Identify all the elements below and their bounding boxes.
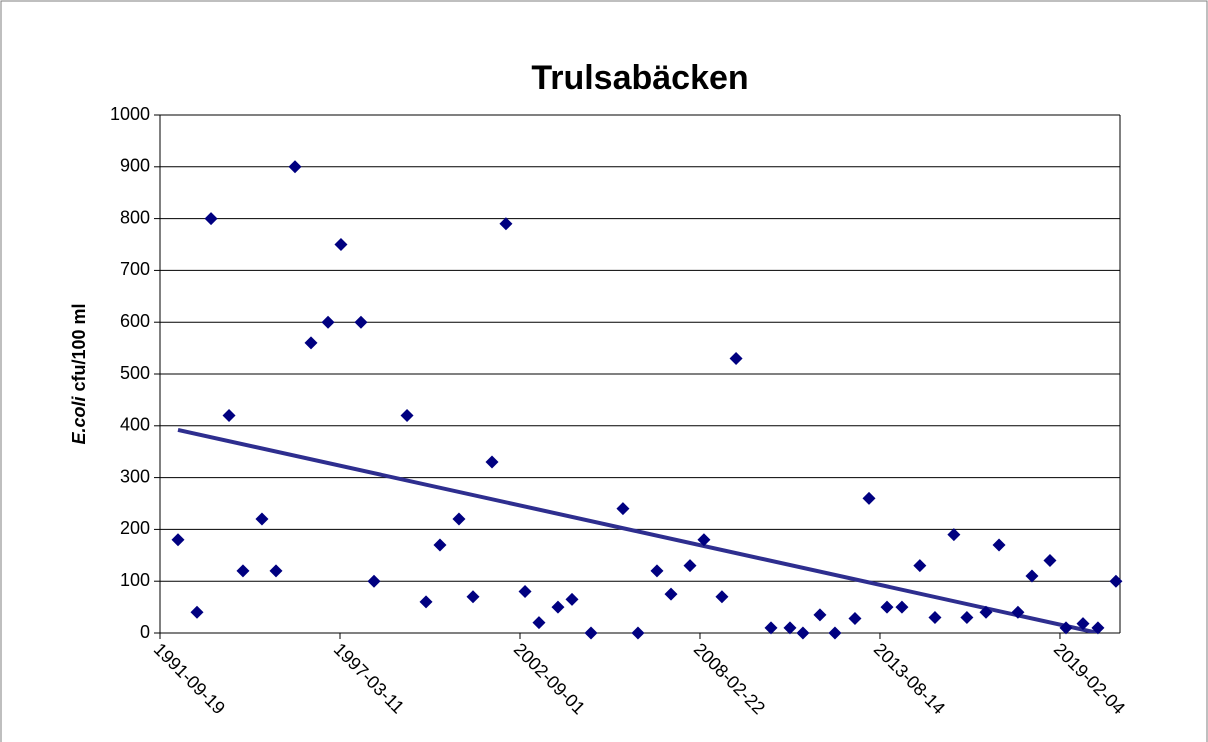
data-point [848,611,862,625]
trend-line [177,427,1099,633]
data-point [565,592,579,606]
data-point [304,336,318,350]
data-point [650,564,664,578]
data-point [664,587,678,601]
y-tick-label: 800 [120,207,150,227]
data-point [979,605,993,619]
data-point [813,608,827,622]
data-point [584,626,598,640]
data-point [697,533,711,547]
data-point [715,590,729,604]
data-point [532,616,546,630]
data-point [269,564,283,578]
data-point [222,408,236,422]
data-point [729,351,743,365]
data-point [828,626,842,640]
data-point [485,455,499,469]
y-tick-label: 400 [120,415,150,435]
chart-title: Trulsabäcken [531,59,748,97]
data-point [452,512,466,526]
data-point [171,533,185,547]
data-point [960,610,974,624]
y-axis-label: E.coli cfu/100 ml [69,303,89,444]
data-point [334,238,348,251]
data-point [913,559,927,573]
y-tick-label: 600 [120,311,150,331]
data-point [992,538,1006,552]
data-point [616,502,630,516]
data-point [880,600,894,614]
data-point [1076,617,1090,631]
data-point [1059,621,1073,635]
data-point [1109,574,1123,588]
data-point [518,585,532,599]
data-point [255,512,269,526]
data-point [236,564,250,578]
data-point [433,538,447,552]
data-point [367,574,381,588]
y-tick-label: 300 [120,466,150,486]
data-point [321,315,335,329]
data-point [400,408,414,422]
data-point [683,559,697,573]
data-point [1043,553,1057,567]
data-point [204,212,218,226]
data-point [783,621,797,635]
data-point [288,160,302,174]
data-point [1011,605,1025,619]
data-point [1025,569,1039,583]
data-point [947,528,961,542]
y-tick-label: 700 [120,259,150,279]
data-point [354,315,368,329]
data-point [928,610,942,624]
y-tick-label: 100 [120,570,150,590]
data-point [1091,621,1105,635]
data-point [895,600,909,614]
data-point [551,600,565,614]
y-tick-label: 200 [120,518,150,538]
data-point [631,626,645,640]
y-tick-label: 500 [120,363,150,383]
data-point [796,626,810,640]
data-point [466,590,480,604]
y-axis-label-italic: E.coli [69,396,89,445]
data-point [862,491,876,505]
y-tick-label: 0 [140,622,150,642]
y-tick-label: 1000 [110,104,150,124]
data-point [499,217,513,231]
data-point [764,621,778,635]
y-tick-label: 900 [120,156,150,176]
data-point [419,595,433,609]
data-point [190,605,204,619]
y-axis-label-rest: cfu/100 ml [69,303,89,396]
